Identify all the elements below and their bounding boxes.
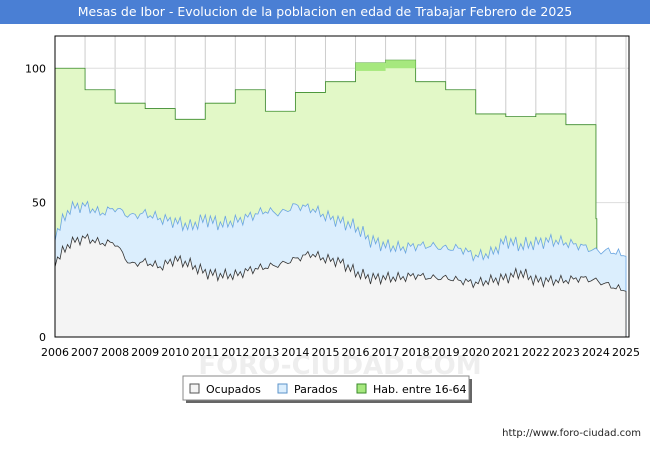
- hab-peak-band: [385, 60, 416, 69]
- x-axis: 2006 2007 2008 2009 2010 2011 2012 2013 2014 2015…: [41, 346, 640, 359]
- chart-title: Mesas de Ibor - Evolucion de la poblacio…: [77, 4, 573, 19]
- x-tick-label: 2010: [161, 346, 189, 359]
- x-tick-label: 2019: [432, 346, 460, 359]
- x-tick-label: 2013: [251, 346, 279, 359]
- x-tick-label: 2018: [402, 346, 430, 359]
- legend-swatch: [356, 383, 367, 394]
- plot-frame: [54, 35, 630, 338]
- plot-areas: [55, 59, 627, 337]
- ocupados-area: [55, 233, 627, 337]
- x-tick-label: 2023: [552, 346, 580, 359]
- x-tick-label: 2022: [522, 346, 550, 359]
- x-tick-label: 2021: [492, 346, 520, 359]
- y-tick-label: 100: [25, 62, 46, 75]
- legend-label: Parados: [294, 383, 338, 396]
- chart-title-bar: Mesas de Ibor - Evolucion de la poblacio…: [0, 0, 650, 24]
- x-tick-label: 2006: [41, 346, 69, 359]
- x-tick-label: 2009: [131, 346, 159, 359]
- legend-box: [182, 375, 470, 401]
- y-axis: 0 50 100: [25, 62, 46, 344]
- x-tick-label: 2017: [372, 346, 400, 359]
- y-tick-label: 0: [39, 331, 46, 344]
- chart: FORO-CIUDAD.COM 2006 2007 2008 2009 2010 2011…: [25, 35, 640, 403]
- footer-url[interactable]: http://www.foro-ciudad.com: [502, 428, 641, 439]
- hab-peak-band: [355, 62, 386, 71]
- x-tick-label: 2011: [191, 346, 219, 359]
- x-tick-label: 2014: [281, 346, 309, 359]
- legend-label: Hab. entre 16-64: [373, 383, 467, 396]
- y-tick-label: 50: [32, 197, 46, 210]
- x-tick-label: 2007: [71, 346, 99, 359]
- x-tick-label: 2016: [342, 346, 370, 359]
- x-tick-label: 2020: [462, 346, 490, 359]
- legend-swatch: [189, 383, 200, 394]
- x-tick-label: 2015: [311, 346, 339, 359]
- x-tick-label: 2024: [582, 346, 610, 359]
- x-tick-label: 2012: [221, 346, 249, 359]
- legend-label: Ocupados: [206, 383, 261, 396]
- x-tick-label: 2008: [101, 346, 129, 359]
- x-tick-label: 2025: [612, 346, 640, 359]
- legend-swatch: [277, 383, 288, 394]
- legend: Ocupados Parados Hab. entre 16-64: [182, 375, 472, 403]
